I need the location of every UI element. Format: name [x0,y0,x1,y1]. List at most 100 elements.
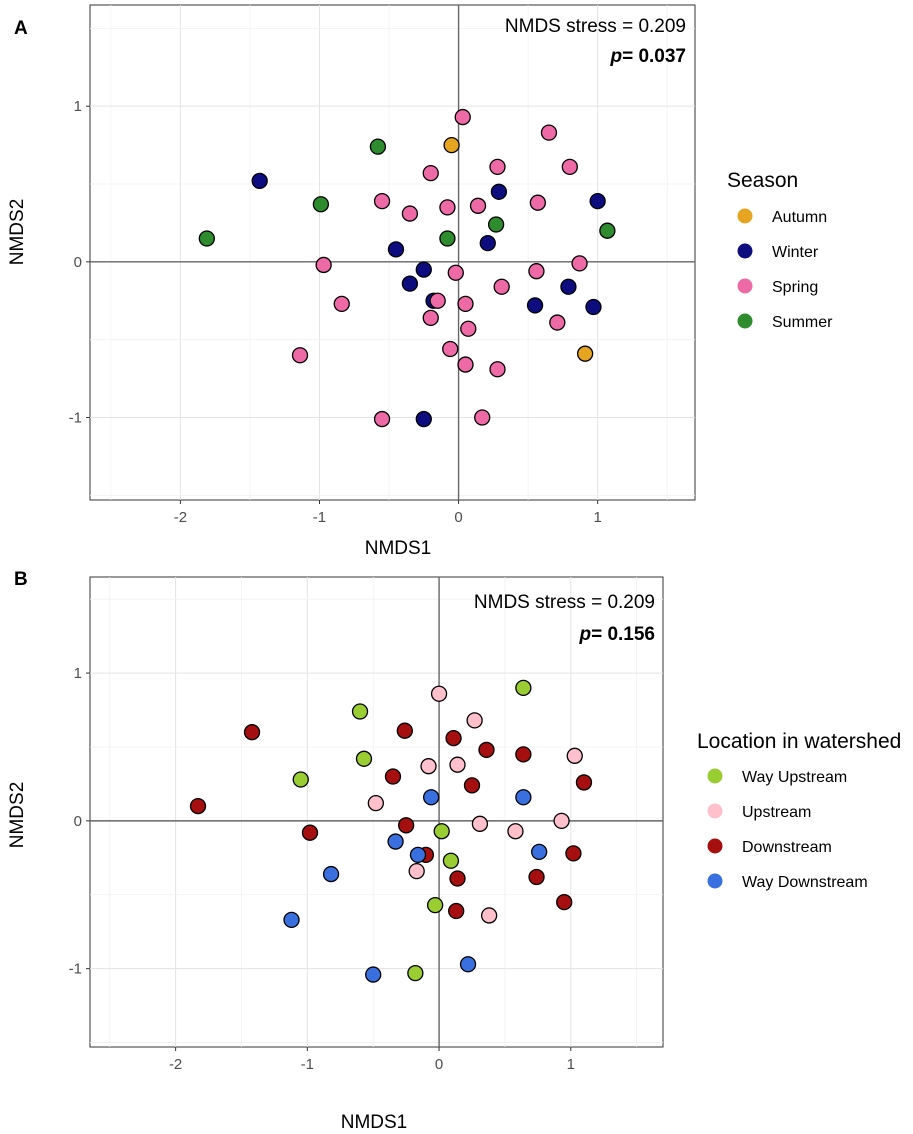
panel-b-x-tick-label: -1 [301,1056,314,1073]
panel-a-point-winter [479,235,496,252]
panel-b-point-way-downstream [515,789,532,806]
panel-a-x-tick-label: 1 [593,509,601,526]
panel-a-legend-label-summer: Summer [772,314,833,331]
panel-a-p-label: p [609,46,622,67]
panel-a-point-summer [198,230,215,247]
panel-a-point-spring [447,264,464,281]
panel-a-point-winter [401,275,419,292]
panel-b-point-downstream [301,824,319,841]
panel-b-point-upstream [449,756,466,773]
panel-b-point-upstream [420,758,437,775]
panel-b-point-upstream [566,747,583,764]
panel-b-legend-label-upstream: Upstream [742,804,811,821]
panel-a-y-tick-label: 1 [74,98,82,115]
panel-a-y-tick-label: -1 [69,410,82,427]
panel-a-point-spring [373,192,391,210]
panel-b-point-way-downstream [409,846,427,864]
panel-a-x-tick-label: -2 [174,509,187,526]
panel-b-point-downstream [397,817,415,834]
panel-a-point-winter [251,172,268,190]
panel-a-point-spring [333,295,350,313]
panel-b-point-downstream [515,746,532,763]
panel-b-points [189,679,593,983]
panel-a-legend-key-summer [737,313,753,329]
panel-b-p-value-annotation: p= 0.156 [578,624,655,645]
panel-a-point-summer [599,222,616,239]
panel-b-point-way-upstream [515,679,532,696]
panel-b-point-way-upstream [351,703,369,720]
panel-b-point-downstream [449,870,466,887]
panel-a-stress-annotation: NMDS stress = 0.209 [505,16,686,37]
panel-a-x-tick-label: -1 [313,509,326,526]
panel-a-point-spring [457,356,474,373]
panel-b-point-way-downstream [459,956,477,973]
panel-b-y-tick-label: 1 [74,665,82,682]
panel-a-point-summer [439,230,456,247]
panel-b-point-upstream [367,794,384,812]
panel-a-point-spring [460,320,477,337]
panel-a-points [198,108,616,428]
panel-a-legend-title: Season [727,169,798,192]
panel-b-y-tick-label: 0 [74,813,82,830]
panel-b-y-tick-label: -1 [69,961,82,978]
panel-a-ticks: -2 -1 0 1 -1 0 1 [69,98,602,526]
panel-b-point-downstream [243,724,261,741]
panel-a-legend-key-spring [737,278,753,294]
panel-b-point-downstream [463,777,481,794]
panel-b-point-way-upstream [292,771,309,788]
panel-a-point-winter [490,183,508,200]
panel-b-legend-label-downstream: Downstream [742,839,832,856]
panel-b-point-way-upstream [355,750,373,767]
panel-b-y-axis-title: NMDS2 [7,782,28,849]
panel-a-x-tick-label: 0 [454,509,462,526]
panel-b-point-upstream [480,907,498,924]
panel-b-x-axis-title: NMDS1 [341,1112,408,1133]
panel-b-point-downstream [556,894,573,911]
panel-b-legend-key-way-downstream [707,873,723,889]
panel-a-point-spring [529,194,546,211]
panel-b: B NMDS2 NMDS1 -2 -1 0 1 -1 0 1 NMDS stress = 0… [7,569,901,1133]
panel-a-point-winter [526,297,544,314]
panel-a-point-spring [549,314,566,331]
panel-a-point-spring [489,361,506,378]
panel-b-point-upstream [471,815,489,832]
panel-a-point-winter [585,298,602,316]
panel-a-point-spring [315,256,332,274]
panel-a-point-spring [528,263,545,280]
panel-a-point-spring [373,410,391,428]
panel-a-point-spring [540,124,558,141]
panel-b-point-way-upstream [426,896,444,914]
panel-a-legend-label-spring: Spring [772,279,818,296]
panel-b-x-tick-label: -2 [169,1056,182,1073]
panel-b-point-way-downstream [322,865,340,883]
panel-a-point-spring [422,164,439,182]
panel-a-legend-label-autumn: Autumn [772,209,827,226]
panel-a-point-winter [560,278,577,295]
panel-a-point-winter [415,261,432,278]
panel-b-point-way-downstream [283,911,300,929]
panel-a-point-spring [422,309,439,327]
panel-b-legend-key-way-upstream [707,768,723,784]
panel-b-point-downstream [575,774,593,791]
panel-a-point-spring [489,158,506,176]
panel-a-letter: A [14,18,28,39]
panel-a-point-summer [369,138,387,155]
panel-b-point-downstream [478,741,495,759]
panel-b-legend-key-upstream [707,803,723,819]
panel-b-letter: B [14,569,28,590]
panel-b-legend-label-way-downstream: Way Downstream [742,874,868,891]
panel-b-ticks: -2 -1 0 1 -1 0 1 [69,665,575,1073]
panel-a-legend-key-autumn [737,208,753,224]
panel-b-point-way-downstream [387,833,404,850]
panel-a: A NMDS2 NMDS1 -2 -1 0 1 -1 0 1 NMDS stress = 0… [7,4,833,559]
panel-a-point-spring [561,158,578,176]
panel-a-point-spring [474,409,491,426]
panel-a-x-axis-title: NMDS1 [365,538,432,559]
panel-a-point-spring [439,199,456,216]
panel-a-point-autumn [443,136,460,154]
panel-b-point-upstream [507,823,524,840]
panel-a-point-summer [487,216,505,233]
panel-b-point-way-downstream [365,966,382,983]
panel-b-point-way-upstream [407,964,424,982]
